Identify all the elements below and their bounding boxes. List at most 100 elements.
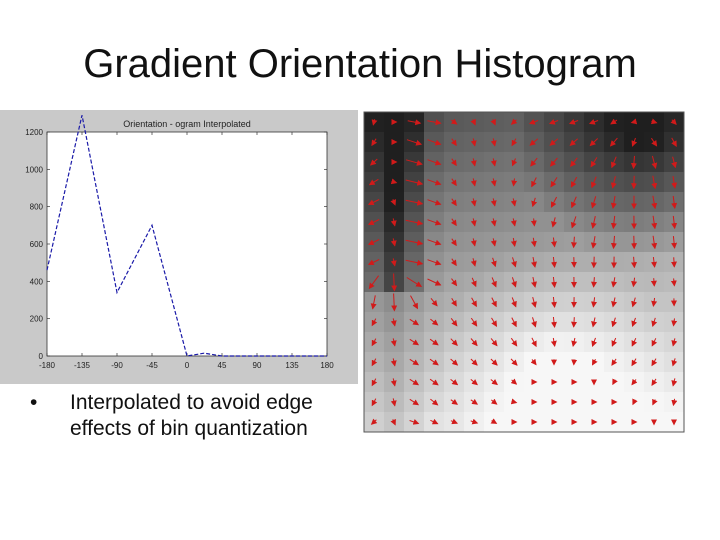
gradient-arrow bbox=[471, 297, 477, 308]
y-tick-label: 400 bbox=[30, 277, 44, 286]
gradient-arrow bbox=[450, 338, 458, 347]
gradient-arrow bbox=[671, 236, 678, 249]
gradient-arrow bbox=[470, 198, 477, 207]
gradient-arrow bbox=[631, 277, 638, 288]
gradient-arrow bbox=[531, 337, 537, 348]
gradient-arrow bbox=[570, 196, 577, 209]
gradient-arrow bbox=[611, 358, 618, 366]
gradient-arrow bbox=[591, 277, 598, 288]
gradient-arrow bbox=[511, 317, 517, 328]
field-border bbox=[363, 111, 685, 433]
gradient-arrow bbox=[405, 159, 423, 166]
gradient-arrow bbox=[650, 137, 658, 147]
gradient-arrow bbox=[390, 238, 397, 247]
gradient-arrow bbox=[368, 275, 380, 290]
gradient-arrow bbox=[429, 378, 439, 386]
gradient-arrow bbox=[548, 118, 559, 125]
gradient-arrow bbox=[451, 297, 457, 307]
gradient-arrow bbox=[631, 297, 637, 308]
gradient-arrow bbox=[671, 137, 677, 147]
gradient-arrow bbox=[367, 199, 380, 206]
gradient-arrow bbox=[550, 337, 557, 347]
gradient-arrow bbox=[550, 196, 558, 208]
bullet-text: Interpolated to avoid edge effects of bi… bbox=[70, 391, 313, 441]
gradient-arrow bbox=[531, 317, 537, 328]
gradient-arrow bbox=[551, 256, 557, 268]
y-tick-label: 1200 bbox=[25, 128, 43, 137]
gradient-arrow bbox=[491, 277, 497, 288]
gradient-arrow bbox=[651, 215, 658, 230]
gradient-arrow bbox=[631, 337, 638, 347]
gradient-arrow bbox=[410, 295, 418, 310]
gradient-arrow bbox=[450, 398, 459, 405]
gradient-arrow bbox=[471, 277, 477, 288]
gradient-arrow bbox=[490, 379, 498, 386]
gradient-arrow bbox=[570, 216, 577, 229]
gradient-arrow bbox=[427, 199, 442, 206]
gradient-arrow bbox=[405, 239, 424, 246]
gradient-arrow bbox=[450, 358, 459, 366]
gradient-arrow bbox=[670, 278, 677, 287]
gradient-arrow bbox=[491, 297, 497, 308]
gradient-arrow bbox=[610, 215, 617, 230]
gradient-arrow bbox=[370, 295, 377, 310]
gradient-arrow bbox=[409, 318, 420, 326]
gradient-arrow bbox=[470, 218, 477, 227]
gradient-arrow bbox=[651, 358, 658, 367]
gradient-arrow bbox=[470, 118, 476, 126]
gradient-arrow bbox=[390, 199, 397, 206]
gradient-arrow bbox=[490, 198, 497, 207]
gradient-arrow bbox=[531, 296, 537, 308]
gradient-orientation-field bbox=[363, 111, 685, 433]
gradient-arrow bbox=[450, 158, 457, 167]
gradient-arrow bbox=[470, 178, 477, 187]
gradient-arrow bbox=[427, 119, 442, 126]
gradient-arrow bbox=[590, 157, 598, 168]
gradient-arrow bbox=[651, 195, 658, 210]
gradient-arrow bbox=[490, 178, 497, 187]
gradient-arrow bbox=[530, 157, 538, 167]
gradient-arrow bbox=[371, 138, 378, 147]
gradient-arrow bbox=[590, 215, 597, 229]
gradient-arrow bbox=[391, 273, 398, 292]
gradient-arrow bbox=[610, 235, 617, 250]
y-tick-label: 0 bbox=[39, 352, 44, 361]
bullet-marker: • bbox=[30, 391, 38, 414]
gradient-arrow bbox=[450, 118, 458, 125]
gradient-arrow bbox=[570, 157, 578, 167]
gradient-arrow bbox=[406, 139, 423, 146]
gradient-arrow bbox=[427, 139, 442, 146]
gradient-arrow bbox=[671, 338, 678, 347]
gradient-arrow bbox=[427, 278, 442, 286]
gradient-arrow bbox=[650, 118, 658, 125]
gradient-arrow bbox=[370, 418, 378, 425]
x-tick-label: 135 bbox=[285, 361, 299, 370]
gradient-arrow bbox=[511, 138, 518, 147]
gradient-arrow bbox=[450, 238, 457, 247]
gradient-arrow bbox=[409, 419, 420, 425]
gradient-arrow bbox=[427, 259, 442, 266]
gradient-arrow bbox=[367, 259, 380, 266]
gradient-arrow bbox=[630, 155, 637, 170]
gradient-arrow bbox=[590, 236, 597, 249]
gradient-arrow bbox=[671, 176, 678, 189]
gradient-arrow bbox=[510, 337, 518, 347]
gradient-arrow bbox=[550, 237, 557, 248]
gradient-arrow bbox=[371, 398, 378, 407]
gradient-arrow bbox=[429, 338, 439, 346]
gradient-arrow bbox=[450, 317, 458, 327]
gradient-arrow bbox=[490, 118, 496, 126]
gradient-arrow bbox=[510, 198, 517, 207]
gradient-arrow bbox=[610, 176, 617, 189]
gradient-arrow bbox=[450, 138, 457, 147]
gradient-arrow bbox=[409, 338, 420, 346]
gradient-arrow bbox=[490, 398, 498, 405]
gradient-arrow bbox=[631, 256, 638, 269]
gradient-arrow bbox=[470, 358, 478, 366]
gradient-arrow bbox=[405, 199, 424, 206]
x-tick-label: -90 bbox=[111, 361, 123, 370]
gradient-arrow bbox=[670, 257, 677, 268]
gradient-arrow bbox=[549, 138, 559, 146]
gradient-arrow bbox=[590, 196, 597, 209]
gradient-arrow bbox=[631, 317, 638, 328]
